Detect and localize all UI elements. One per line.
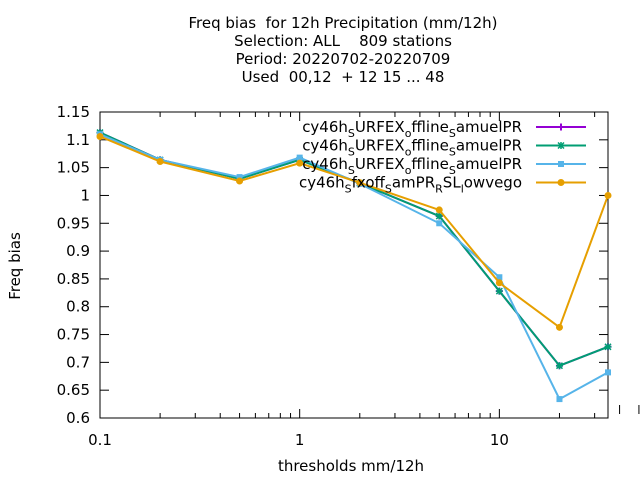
y-axis-title: Freq bias <box>6 232 24 300</box>
legend: cy46hSURFEXofflineSamuelPRcy46hSURFEXoff… <box>299 118 586 196</box>
y-tick-label: 0.95 <box>57 214 90 232</box>
data-point <box>558 161 564 167</box>
plot-frame <box>99 111 609 419</box>
y-tick-label: 0.6 <box>66 409 90 427</box>
data-point <box>436 220 443 227</box>
y-tick-label: 1.05 <box>57 159 90 177</box>
data-point <box>605 369 611 376</box>
data-point <box>555 323 563 331</box>
data-point <box>557 123 565 131</box>
data-point <box>555 362 564 370</box>
x-axis-title: thresholds mm/12h <box>278 457 424 475</box>
y-tick-label: 1.15 <box>57 103 90 121</box>
y-tick-label: 1 <box>80 186 90 204</box>
series-layer <box>96 129 612 403</box>
title-line-3: Period: 20220702-20220709 <box>235 50 451 68</box>
data-point <box>296 159 304 167</box>
x-tick-label: 1 <box>295 431 305 449</box>
data-point <box>496 274 503 281</box>
tick-labels: 0.6 0.65 0.7 0.75 0.8 0.85 0.9 0.95 1 1.05 1.1 1.15… <box>57 103 509 449</box>
y-tick-label: 0.7 <box>66 353 90 371</box>
data-point <box>236 174 243 181</box>
x-tick-label: 10 <box>490 431 509 449</box>
title-line-2: Selection: ALL 809 stations <box>234 32 452 50</box>
legend-label: cy46hSURFEXofflineSamuelPR <box>302 155 522 177</box>
data-point <box>435 206 443 214</box>
y-tick-label: 0.75 <box>57 326 90 344</box>
chart-title: Freq bias for 12h Precipitation (mm/12h)… <box>0 14 640 86</box>
legend-entry-3: cy46hSURFEXofflineSamuelPR <box>302 155 586 177</box>
y-tick-label: 0.8 <box>66 298 90 316</box>
y-tick-label: 0.85 <box>57 270 90 288</box>
legend-entry-4: cy46hSfxoffSamPRRSLlowvego <box>299 174 586 196</box>
y-tick-label: 0.65 <box>57 381 90 399</box>
data-point <box>356 179 364 187</box>
legend-label: cy46hSfxoffSamPRRSLlowvego <box>299 174 522 196</box>
data-point <box>96 132 104 140</box>
data-point <box>236 177 244 185</box>
series-4 <box>96 132 612 331</box>
data-point <box>495 287 503 295</box>
data-point <box>435 212 443 220</box>
axis-ticks <box>99 111 640 419</box>
data-point <box>156 158 164 166</box>
data-point <box>557 141 565 150</box>
x-tick-label: 0.1 <box>88 431 112 449</box>
y-tick-label: 1.1 <box>66 131 90 149</box>
data-point <box>557 179 565 186</box>
data-point <box>604 343 612 351</box>
y-tick-label: 0.9 <box>66 242 90 260</box>
title-line-1: Freq bias for 12h Precipitation (mm/12h) <box>188 14 498 32</box>
legend-entry-2: cy46hSURFEXofflineSamuelPR <box>302 137 586 159</box>
data-point <box>556 396 563 403</box>
data-point <box>604 191 612 199</box>
legend-entry-1: cy46hSURFEXofflineSamuelPR <box>302 118 586 140</box>
data-point <box>296 154 303 161</box>
title-line-4: Used 00,12 + 12 15 ... 48 <box>241 68 445 86</box>
legend-label: cy46hSURFEXofflineSamuelPR <box>302 137 522 159</box>
legend-label: cy46hSURFEXofflineSamuelPR <box>302 118 522 140</box>
data-point <box>495 279 503 287</box>
